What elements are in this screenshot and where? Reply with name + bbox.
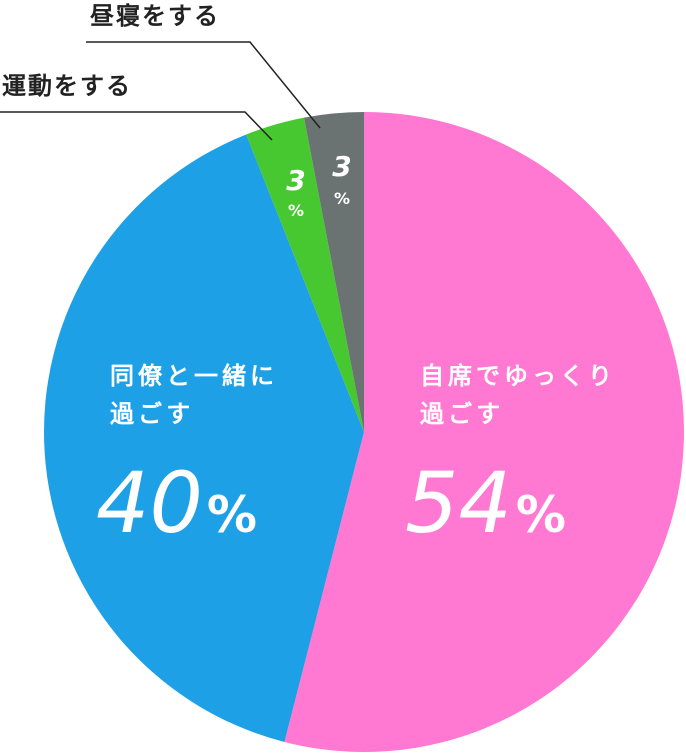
slice-label-douryou-line1: 同僚と一緒に — [110, 362, 278, 390]
slice-value-jiseki-number: 54 — [405, 454, 512, 552]
slice-value-douryou-number: 40 — [96, 454, 203, 552]
slice-value-douryou-sign: % — [207, 486, 257, 544]
slice-value-hirune-sign: % — [334, 189, 350, 208]
slice-undou — [246, 117, 364, 433]
slice-hirune — [304, 112, 364, 432]
slice-value-undou-sign: % — [288, 201, 304, 220]
leader-line-hirune — [86, 41, 321, 129]
slice-value-hirune-number: 3 — [332, 150, 351, 183]
slice-label-jiseki-line2: 過ごす — [420, 400, 504, 428]
slice-douryou — [43, 134, 364, 742]
slice-jiseki — [284, 112, 684, 752]
slice-value-undou-number: 3 — [286, 164, 305, 197]
slice-label-jiseki-line1: 自席でゆっくり — [420, 362, 616, 390]
slice-label-douryou-line2: 過ごす — [110, 400, 194, 428]
slice-value-jiseki-sign: % — [516, 486, 566, 544]
slice-value-jiseki: 54% — [405, 454, 566, 552]
pie-slices — [43, 112, 684, 752]
slice-label-hirune: 昼寝をする — [90, 2, 220, 30]
slice-value-douryou: 40% — [96, 454, 257, 552]
leader-line-undou — [0, 111, 273, 141]
slice-label-undou: 運動をする — [2, 72, 132, 100]
